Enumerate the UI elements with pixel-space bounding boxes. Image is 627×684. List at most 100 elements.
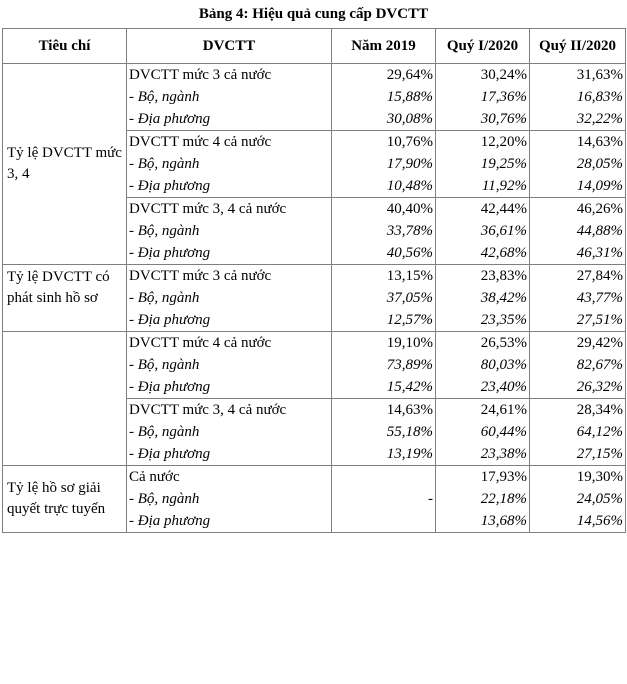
value: 37,05% (386, 290, 433, 306)
dvctt-label: - Địa phương (129, 513, 211, 529)
value-cell-2019: 13,15% 37,05% 12,57% (331, 264, 436, 332)
header-row: Tiêu chí DVCTT Năm 2019 Quý I/2020 Quý I… (2, 28, 626, 64)
dvctt-label: DVCTT mức 3 cả nước (129, 268, 272, 284)
dvctt-label: - Bộ, ngành (129, 290, 200, 306)
dvctt-label: - Bộ, ngành (129, 156, 200, 172)
value: 44,88% (576, 223, 623, 239)
value-cell-q2: 19,30% 24,05% 14,56% (529, 465, 626, 533)
value: 43,77% (576, 290, 623, 306)
value: 26,53% (480, 335, 527, 351)
dvctt-label: - Địa phương (129, 312, 211, 328)
value: 23,35% (480, 312, 527, 328)
value-cell-q1: 26,53% 80,03% 23,40% (435, 331, 530, 399)
value: 73,89% (386, 357, 433, 373)
value-cell-2019-empty: - (331, 465, 436, 533)
dvctt-label: - Địa phương (129, 111, 211, 127)
value: 17,36% (480, 89, 527, 105)
value: 10,48% (386, 178, 433, 194)
dvctt-cell: Cả nước - Bộ, ngành - Địa phương (126, 465, 332, 533)
value: 60,44% (480, 424, 527, 440)
value: 46,31% (576, 245, 623, 261)
value: 27,15% (576, 446, 623, 462)
value: 19,10% (386, 335, 433, 351)
dvctt-label: - Địa phương (129, 379, 211, 395)
value: 46,26% (576, 201, 623, 217)
value: 23,38% (480, 446, 527, 462)
criteria-cell-empty (2, 331, 127, 466)
value: 24,05% (576, 491, 623, 507)
value: 29,64% (386, 67, 433, 83)
value-cell-q2: 28,34% 64,12% 27,15% (529, 398, 626, 466)
table-row: DVCTT mức 3, 4 cả nước - Bộ, ngành - Địa… (3, 197, 626, 265)
dvctt-cell: DVCTT mức 3 cả nước - Bộ, ngành - Địa ph… (126, 264, 332, 332)
value: 82,67% (576, 357, 623, 373)
value: 28,05% (576, 156, 623, 172)
value: 55,18% (386, 424, 433, 440)
value: 14,09% (576, 178, 623, 194)
value: 16,83% (576, 89, 623, 105)
value: 40,56% (386, 245, 433, 261)
header-criteria: Tiêu chí (2, 28, 127, 64)
value: 27,51% (576, 312, 623, 328)
dvctt-label: - Bộ, ngành (129, 424, 200, 440)
dvctt-cell: DVCTT mức 3, 4 cả nước - Bộ, ngành - Địa… (126, 197, 332, 265)
value: 13,19% (386, 446, 433, 462)
dvctt-label: - Địa phương (129, 245, 211, 261)
value-cell-2019: 14,63% 55,18% 13,19% (331, 398, 436, 466)
dvctt-cell: DVCTT mức 4 cả nước - Bộ, ngành - Địa ph… (126, 130, 332, 198)
value: 32,22% (576, 111, 623, 127)
header-q1-2020: Quý I/2020 (435, 28, 530, 64)
value: 31,63% (576, 67, 623, 83)
value: 10,76% (386, 134, 433, 150)
value: 28,34% (576, 402, 623, 418)
value: 15,42% (386, 379, 433, 395)
value: 38,42% (480, 290, 527, 306)
criteria-cell-dvctt-with-records: Tỷ lệ DVCTT có phát sinh hồ sơ (2, 264, 127, 332)
dvctt-label: - Địa phương (129, 178, 211, 194)
value: 19,30% (576, 469, 623, 485)
table-row: DVCTT mức 4 cả nước - Bộ, ngành - Địa ph… (2, 331, 626, 466)
value-cell-q1: 17,93% 22,18% 13,68% (435, 465, 530, 533)
dvctt-cell: DVCTT mức 3 cả nước - Bộ, ngành - Địa ph… (126, 63, 332, 131)
dvctt-label: - Bộ, ngành (129, 357, 200, 373)
table-row: DVCTT mức 4 cả nước - Bộ, ngành - Địa ph… (3, 130, 626, 198)
value: 36,61% (480, 223, 527, 239)
value: 22,18% (480, 491, 527, 507)
value: 24,61% (480, 402, 527, 418)
value: 29,42% (576, 335, 623, 351)
value: 64,12% (576, 424, 623, 440)
value: 23,83% (480, 268, 527, 284)
value: 14,63% (386, 402, 433, 418)
value: 17,93% (480, 469, 527, 485)
value: 30,24% (480, 67, 527, 83)
criteria-cell-online-resolution: Tỷ lệ hồ sơ giải quyết trực tuyến (2, 465, 127, 533)
table-row: Tỷ lệ DVCTT có phát sinh hồ sơ DVCTT mức… (2, 264, 626, 332)
value-cell-2019: 19,10% 73,89% 15,42% (331, 331, 436, 399)
table-row: Tỷ lệ DVCTT mức 3, 4 DVCTT mức 3 cả nước… (2, 63, 626, 265)
value-cell-q1: 30,24% 17,36% 30,76% (435, 63, 530, 131)
value: 40,40% (386, 201, 433, 217)
value: 30,76% (480, 111, 527, 127)
header-dvctt: DVCTT (126, 28, 332, 64)
header-year-2019: Năm 2019 (331, 28, 436, 64)
dvctt-cell: DVCTT mức 4 cả nước - Bộ, ngành - Địa ph… (126, 331, 332, 399)
dvctt-label: Cả nước (129, 469, 180, 485)
value: 33,78% (386, 223, 433, 239)
value-cell-2019: 40,40% 33,78% 40,56% (331, 197, 436, 265)
value: 23,40% (480, 379, 527, 395)
dvctt-label: DVCTT mức 3, 4 cả nước (129, 201, 287, 217)
value: 27,84% (576, 268, 623, 284)
dvctt-label: - Bộ, ngành (129, 491, 200, 507)
value: 26,32% (576, 379, 623, 395)
value: 14,63% (576, 134, 623, 150)
dvctt-efficiency-table: Tiêu chí DVCTT Năm 2019 Quý I/2020 Quý I… (2, 28, 626, 533)
table-row: DVCTT mức 3, 4 cả nước - Bộ, ngành - Địa… (3, 398, 626, 466)
dvctt-label: DVCTT mức 3 cả nước (129, 67, 272, 83)
value: 17,90% (386, 156, 433, 172)
dvctt-label: DVCTT mức 3, 4 cả nước (129, 402, 287, 418)
value-cell-q2: 14,63% 28,05% 14,09% (529, 130, 626, 198)
dvctt-cell: DVCTT mức 3, 4 cả nước - Bộ, ngành - Địa… (126, 398, 332, 466)
table-caption: Bảng 4: Hiệu quả cung cấp DVCTT (198, 6, 429, 22)
value-cell-q2: 31,63% 16,83% 32,22% (529, 63, 626, 131)
value: 80,03% (480, 357, 527, 373)
